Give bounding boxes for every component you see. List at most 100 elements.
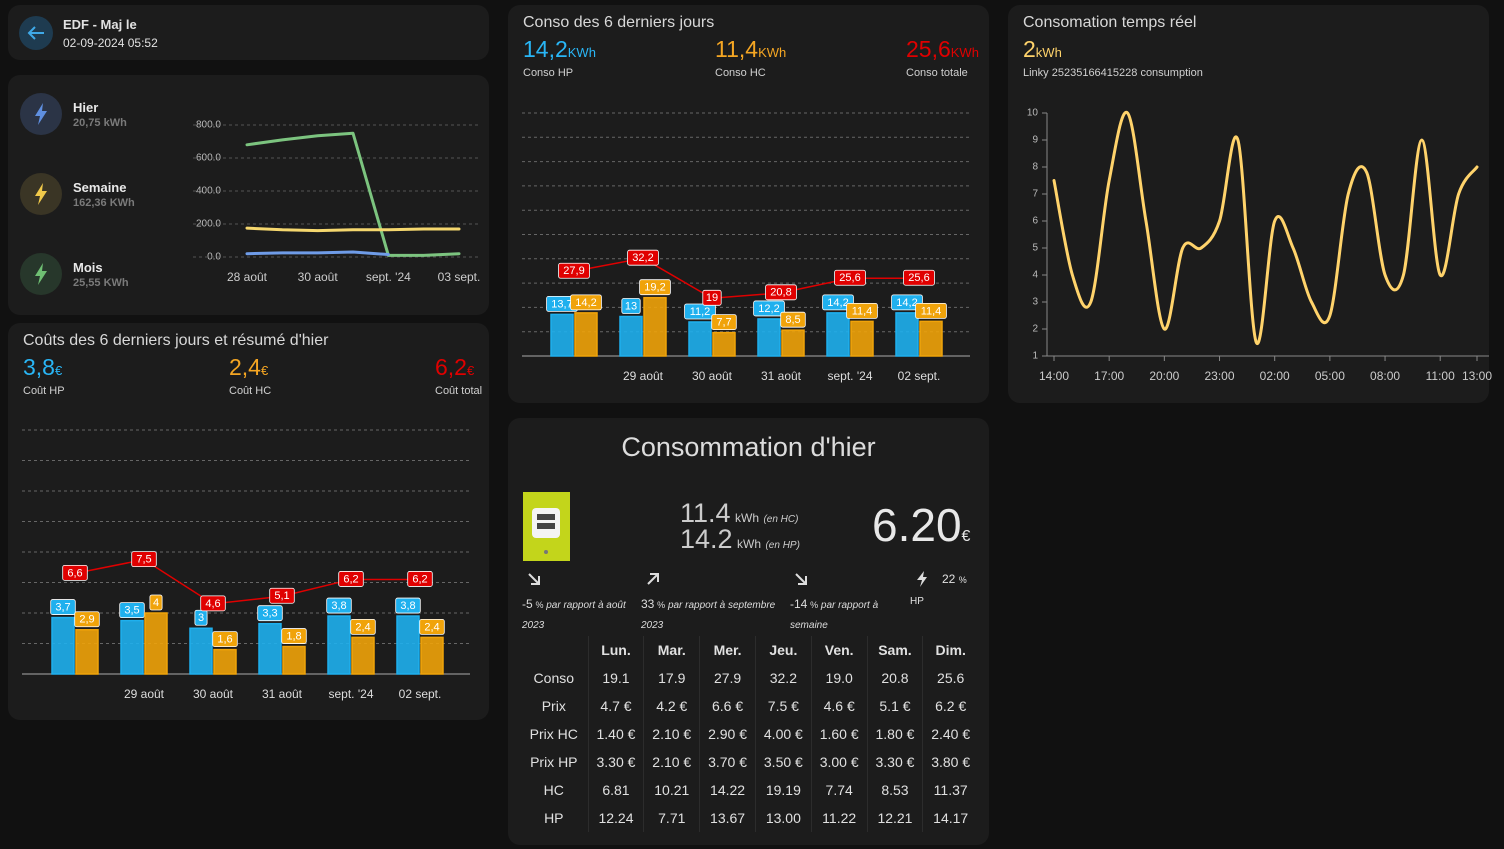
kpi-label: Linky 25235166415228 consumption <box>1023 67 1203 79</box>
kpi-label: Coût HP <box>23 385 65 397</box>
realtime-card: Consomation temps réel 2kWh Linky 252351… <box>1008 5 1489 403</box>
kpi-value: 2 <box>1023 36 1036 62</box>
hc-unit: kWh <box>735 511 759 525</box>
kpi-unit: KWh <box>567 45 596 60</box>
kpi: 14,2KWh <box>523 36 596 63</box>
comparison-text: par rapport à semaine <box>790 600 879 631</box>
table-cell: 2.90 € <box>699 720 756 748</box>
comparison-text: par rapport à septembre 2023 <box>641 600 776 631</box>
table-cell: 3.30 € <box>587 748 644 776</box>
hc-line: 11.4 kWh (en HC) <box>680 498 798 529</box>
table-cell: 13.00 <box>754 804 812 832</box>
table-header-cell: Lun. <box>587 636 644 664</box>
header-card: EDF - Maj le 02-09-2024 05:52 <box>8 5 489 60</box>
table-cell: 13.67 <box>699 804 756 832</box>
comparison-unit: % <box>535 600 544 610</box>
table-row: Prix HP 3.30 €2.10 €3.70 €3.50 €3.00 €3.3… <box>520 748 978 776</box>
kpi-value: 2,4 <box>229 354 261 380</box>
table-row-label: Prix <box>541 698 566 714</box>
comparison-unit: % <box>810 600 819 610</box>
trend-up-icon <box>647 573 659 585</box>
kpi: 2,4€ <box>229 354 268 381</box>
comparison-unit: % <box>657 600 666 610</box>
table-header-cell: Sam. <box>866 636 923 664</box>
table-cell: 6.81 <box>587 776 644 804</box>
table-cell: 1.60 € <box>810 720 868 748</box>
hp-ratio: 22 % <box>942 572 967 586</box>
table-cell: 4.2 € <box>643 692 700 720</box>
kpi-label: Coût total <box>435 385 483 397</box>
kpi-unit: kWh <box>1035 45 1062 60</box>
month-icon <box>20 253 62 295</box>
table-cell: 3.30 € <box>866 748 923 776</box>
table-corner <box>520 636 588 664</box>
hp-note: (en HP) <box>765 540 800 551</box>
hp-ratio-unit: % <box>958 575 967 585</box>
trend-down-icon <box>528 573 540 585</box>
week-table: Lun. Mar. Mer. Jeu. Ven. Sam. Dim. Conso 19.1 17.… <box>520 636 978 832</box>
hp-unit: kWh <box>737 537 762 551</box>
table-cell: 11.22 <box>810 804 868 832</box>
table-cell: 14.17 <box>922 804 978 832</box>
hc-note: (en HC) <box>763 514 799 525</box>
table-cell: 20.8 <box>866 664 923 692</box>
comparison: -5 % par rapport à août 2023 <box>522 594 647 636</box>
card-title: Coûts des 6 derniers jours et résumé d'h… <box>23 332 329 349</box>
back-button[interactable] <box>18 15 54 51</box>
costs-card: Coûts des 6 derniers jours et résumé d'h… <box>8 323 489 720</box>
kpi: 11,4KWh <box>715 36 786 63</box>
table-cell: 4.7 € <box>587 692 644 720</box>
table-cell: 4.00 € <box>754 720 812 748</box>
table-row: Prix HC 1.40 €2.10 €2.90 €4.00 €1.60 €1.8… <box>520 720 978 748</box>
cost-value: 6.20 <box>872 499 962 551</box>
card-title: Conso des 6 derniers jours <box>523 14 715 31</box>
table-cell: 3.70 € <box>699 748 756 776</box>
table-row: Prix 4.7 €4.2 €6.6 €7.5 €4.6 €5.1 €6.2 € <box>520 692 978 720</box>
table-header-cell: Dim. <box>922 636 978 664</box>
table-cell: 27.9 <box>699 664 756 692</box>
item-label: Semaine <box>73 180 127 195</box>
table-cell: 2.40 € <box>922 720 978 748</box>
table-row-label: HC <box>543 782 564 798</box>
bolt-icon <box>917 571 927 587</box>
comparison: 33 % par rapport à septembre 2023 <box>641 594 791 636</box>
comparison-value: 33 <box>641 597 655 611</box>
header-title: EDF - Maj le <box>63 17 137 32</box>
table-row-label: Prix HC <box>529 726 578 742</box>
kpi-unit: KWh <box>758 45 787 60</box>
item-value: 25,55 KWh <box>73 277 129 289</box>
card-title: Consommation d'hier <box>621 432 876 462</box>
item-label: Hier <box>73 100 99 115</box>
table-cell: 7.74 <box>810 776 868 804</box>
hp-value: 14.2 <box>680 524 733 554</box>
hp-line: 14.2 kWh (en HP) <box>680 524 800 555</box>
table-cell: 6.2 € <box>922 692 978 720</box>
table-cell: 2.10 € <box>643 748 700 776</box>
table-row: HC 6.81 10.21 14.22 19.19 7.74 8.53 11.37 <box>520 776 978 804</box>
kpi-value: 3,8 <box>23 354 55 380</box>
day-icon <box>20 93 62 135</box>
table-cell: 1.40 € <box>587 720 644 748</box>
kpi-value: 14,2 <box>523 36 568 62</box>
table-header-cell: Mar. <box>643 636 700 664</box>
table-cell: 19.1 <box>587 664 644 692</box>
hp-ratio-label: HP <box>910 596 924 607</box>
hc-value: 11.4 <box>680 498 731 528</box>
table-cell: 17.9 <box>643 664 700 692</box>
kpi: 6,2€ <box>435 354 474 381</box>
table-header-cell: Jeu. <box>754 636 812 664</box>
table-row-label: HP <box>544 810 564 826</box>
comparison-value: -5 <box>522 597 533 611</box>
table-cell: 11.37 <box>922 776 978 804</box>
cost-unit: € <box>961 528 971 545</box>
table-cell: 4.6 € <box>810 692 868 720</box>
kpi-value: 25,6 <box>906 36 951 62</box>
kpi-label: Coût HC <box>229 385 272 397</box>
card-title: Consomation temps réel <box>1023 14 1197 31</box>
kpi-unit: € <box>260 363 269 378</box>
kpi-unit: KWh <box>950 45 979 60</box>
table-row: HP 12.24 7.71 13.67 13.00 11.22 12.21 14.17 <box>520 804 978 832</box>
header-date: 02-09-2024 05:52 <box>63 36 158 50</box>
table-cell: 2.10 € <box>643 720 700 748</box>
